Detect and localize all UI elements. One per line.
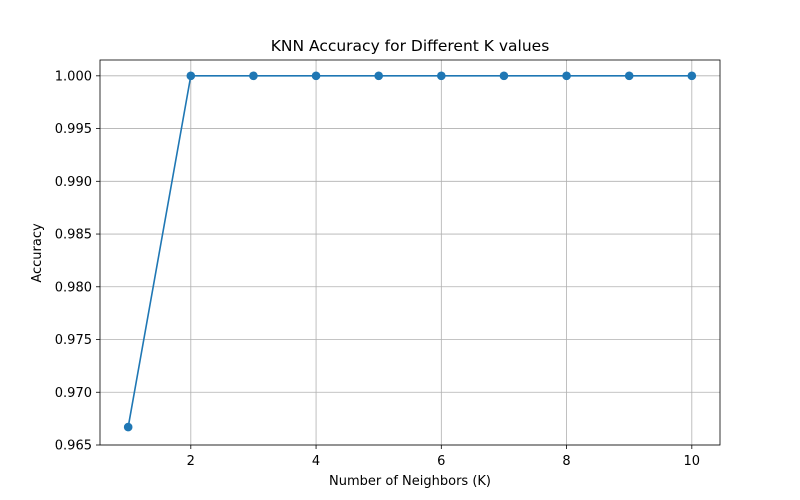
y-tick-label: 1.000 xyxy=(55,69,92,84)
accuracy-point xyxy=(687,71,697,81)
accuracy-point xyxy=(374,71,383,81)
tick-layer: 2 4 6 8 10 0.965 0.970 0.975 0.980 0.985 0.990 0.99… xyxy=(55,69,700,469)
y-axis-label: Accuracy xyxy=(30,223,45,283)
x-tick-label: 6 xyxy=(437,454,445,469)
x-tick-label: 10 xyxy=(684,454,701,469)
accuracy-line xyxy=(127,75,692,428)
data-layer xyxy=(123,71,697,432)
accuracy-point xyxy=(624,71,634,81)
accuracy-point xyxy=(311,71,321,81)
y-tick-label: 0.975 xyxy=(55,333,92,348)
grid-layer xyxy=(100,60,720,446)
x-axis-label: Number of Neighbors (K) xyxy=(329,474,491,489)
y-tick-label: 0.995 xyxy=(55,122,92,137)
accuracy-point xyxy=(562,71,571,81)
y-tick-label: 0.965 xyxy=(55,439,92,454)
x-tick-label: 4 xyxy=(312,454,320,469)
chart-title: KNN Accuracy for Different K values xyxy=(271,37,550,55)
accuracy-point xyxy=(249,71,258,81)
plot-frame xyxy=(99,59,721,446)
y-tick-label: 0.985 xyxy=(55,228,92,243)
accuracy-point xyxy=(186,71,196,81)
y-tick-label: 0.980 xyxy=(55,280,92,295)
x-tick-label: 8 xyxy=(562,454,570,469)
x-tick-label: 2 xyxy=(187,454,195,469)
accuracy-point xyxy=(499,71,509,81)
y-tick-label: 0.970 xyxy=(55,386,92,401)
y-tick-label: 0.990 xyxy=(55,175,92,190)
accuracy-point xyxy=(437,71,446,81)
accuracy-point xyxy=(123,422,133,432)
